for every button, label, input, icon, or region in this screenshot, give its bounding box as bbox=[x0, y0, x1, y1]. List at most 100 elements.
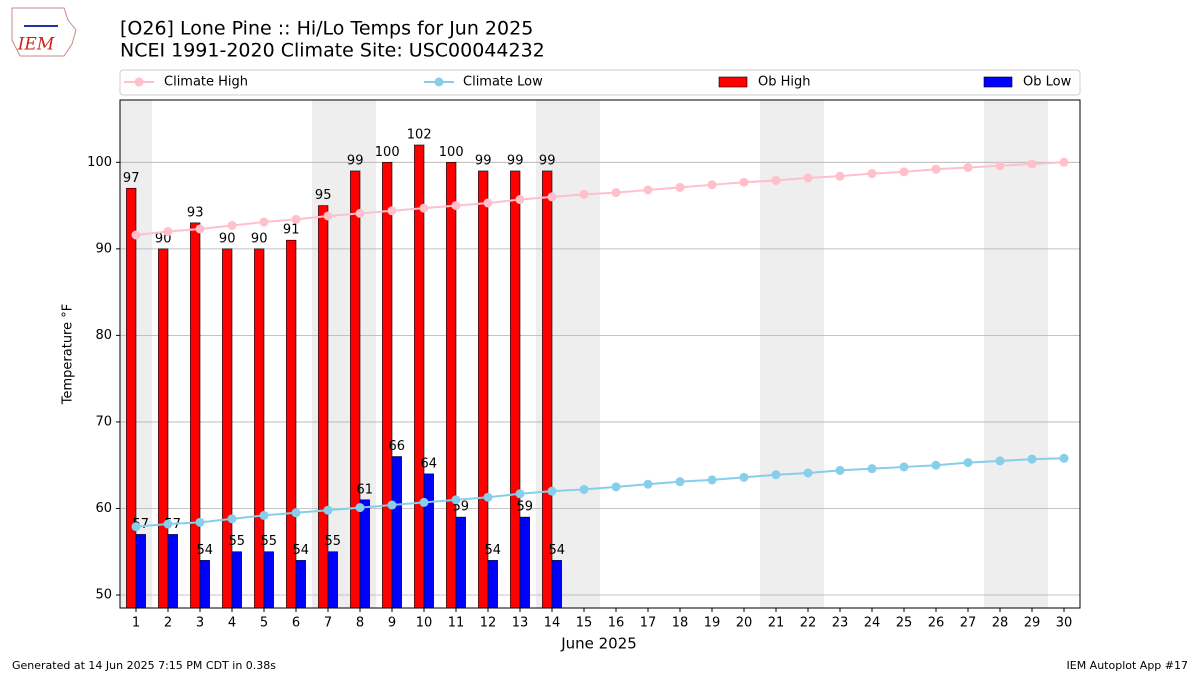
climate-point bbox=[163, 519, 173, 529]
weekend-shade bbox=[568, 100, 600, 608]
value-label: 54 bbox=[293, 543, 310, 558]
climate-point bbox=[515, 489, 525, 499]
climate-point bbox=[771, 175, 781, 185]
bar bbox=[487, 560, 498, 609]
x-tick-label: 30 bbox=[1056, 616, 1073, 631]
climate-point bbox=[259, 510, 269, 520]
legend-label: Ob High bbox=[758, 75, 811, 90]
climate-point bbox=[1059, 453, 1069, 463]
value-label: 97 bbox=[123, 171, 140, 186]
x-tick-label: 10 bbox=[416, 616, 433, 631]
climate-point bbox=[451, 495, 461, 505]
climate-point bbox=[323, 211, 333, 221]
x-tick-label: 19 bbox=[704, 616, 721, 631]
climate-point bbox=[803, 173, 813, 183]
value-label: 54 bbox=[197, 543, 214, 558]
climate-point bbox=[131, 522, 141, 532]
climate-point bbox=[707, 180, 717, 190]
x-tick-label: 14 bbox=[544, 616, 561, 631]
bar bbox=[359, 499, 370, 609]
value-label: 59 bbox=[517, 500, 534, 515]
x-axis-label: June 2025 bbox=[560, 635, 637, 653]
climate-point bbox=[611, 188, 621, 198]
x-tick-label: 1 bbox=[132, 616, 140, 631]
climate-point bbox=[195, 224, 205, 234]
climate-point bbox=[611, 482, 621, 492]
bar bbox=[295, 560, 306, 609]
x-tick-label: 13 bbox=[512, 616, 529, 631]
x-tick-label: 24 bbox=[864, 616, 881, 631]
value-label: 90 bbox=[251, 231, 268, 246]
climate-point bbox=[547, 192, 557, 202]
y-tick-label: 50 bbox=[95, 588, 112, 603]
climate-point bbox=[355, 503, 365, 513]
climate-point bbox=[579, 484, 589, 494]
bar bbox=[455, 516, 466, 609]
legend-label: Climate Low bbox=[463, 75, 543, 90]
x-tick-label: 6 bbox=[292, 616, 300, 631]
climate-point bbox=[195, 517, 205, 527]
climate-point bbox=[739, 472, 749, 482]
bar bbox=[551, 560, 562, 609]
climate-point bbox=[355, 208, 365, 218]
bar bbox=[199, 560, 210, 609]
value-label: 54 bbox=[485, 543, 502, 558]
legend-label: Climate High bbox=[164, 75, 248, 90]
climate-point bbox=[995, 161, 1005, 171]
climate-point bbox=[1027, 454, 1037, 464]
bar bbox=[391, 456, 402, 609]
climate-point bbox=[387, 206, 397, 216]
climate-point bbox=[803, 468, 813, 478]
climate-point bbox=[227, 514, 237, 524]
value-label: 93 bbox=[187, 205, 204, 220]
bar bbox=[126, 187, 137, 609]
climate-point bbox=[259, 217, 269, 227]
value-label: 55 bbox=[325, 534, 342, 549]
climate-point bbox=[323, 505, 333, 515]
x-tick-label: 29 bbox=[1024, 616, 1041, 631]
value-label: 66 bbox=[389, 439, 406, 454]
plot-frame bbox=[119, 99, 1081, 609]
bar bbox=[222, 248, 233, 609]
climate-point bbox=[963, 458, 973, 468]
climate-point bbox=[931, 164, 941, 174]
x-tick-label: 16 bbox=[608, 616, 625, 631]
value-label: 100 bbox=[375, 145, 400, 160]
climate-point bbox=[739, 177, 749, 187]
value-label: 61 bbox=[357, 482, 374, 497]
climate-point bbox=[675, 182, 685, 192]
value-label: 55 bbox=[261, 534, 278, 549]
climate-point bbox=[451, 201, 461, 211]
x-tick-label: 25 bbox=[896, 616, 913, 631]
climate-point bbox=[899, 167, 909, 177]
climate-point bbox=[643, 479, 653, 489]
climate-point bbox=[643, 185, 653, 195]
climate-point bbox=[483, 198, 493, 208]
climate-point bbox=[291, 214, 301, 224]
value-label: 64 bbox=[421, 456, 438, 471]
x-tick-label: 8 bbox=[356, 616, 364, 631]
x-tick-label: 12 bbox=[480, 616, 497, 631]
bar bbox=[231, 551, 242, 609]
legend-marker bbox=[434, 77, 444, 87]
y-tick-label: 70 bbox=[95, 414, 112, 429]
legend-box bbox=[119, 69, 1081, 96]
value-label: 99 bbox=[539, 153, 556, 168]
legend-marker bbox=[134, 77, 144, 87]
value-label: 55 bbox=[229, 534, 246, 549]
bar bbox=[158, 248, 169, 609]
climate-point bbox=[899, 462, 909, 472]
y-tick-label: 80 bbox=[95, 328, 112, 343]
x-tick-label: 27 bbox=[960, 616, 977, 631]
x-tick-label: 4 bbox=[228, 616, 236, 631]
climate-point bbox=[579, 189, 589, 199]
value-label: 99 bbox=[475, 153, 492, 168]
legend-swatch bbox=[718, 76, 748, 88]
x-tick-label: 28 bbox=[992, 616, 1009, 631]
climate-point bbox=[419, 497, 429, 507]
x-tick-label: 18 bbox=[672, 616, 689, 631]
x-tick-label: 9 bbox=[388, 616, 396, 631]
bar bbox=[350, 170, 361, 609]
footer-right: IEM Autoplot App #17 bbox=[1067, 659, 1189, 672]
